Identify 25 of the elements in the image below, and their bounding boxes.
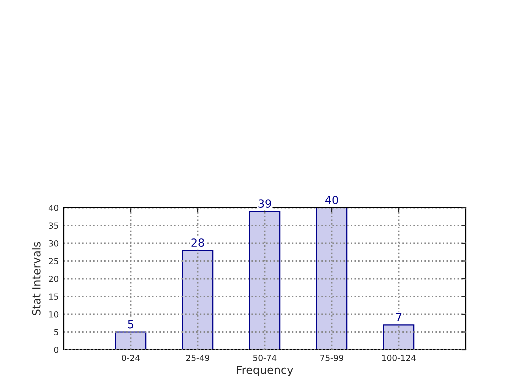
data-label: 39 [258,200,272,208]
y-tick-label: 10 [49,311,59,318]
x-tick-label: 25-49 [186,355,210,362]
y-tick-label: 20 [49,276,59,282]
data-label: 5 [128,320,134,329]
x-tick-label: 75-99 [320,355,344,362]
x-axis-title: Frequency [237,366,294,376]
data-label: 7 [396,313,402,322]
y-tick-label: 35 [49,222,58,230]
y-tick-label: 40 [48,204,59,212]
y-tick-label: 30 [49,240,59,247]
y-tick-label: 5 [54,329,58,336]
y-tick-label: 0 [54,346,59,354]
y-tick-label: 25 [49,258,58,265]
x-tick-label: 100-124 [382,355,416,362]
bar [115,332,147,350]
x-tick-label: 50-74 [254,355,277,362]
bar [383,324,415,350]
y-axis-title: Stat Intervals [32,242,41,316]
data-label: 40 [325,196,338,204]
x-tick-label: 0-24 [122,355,140,362]
bar [316,208,348,350]
y-tick-label: 15 [49,294,58,300]
data-label: 28 [192,238,204,248]
bar [182,250,214,350]
